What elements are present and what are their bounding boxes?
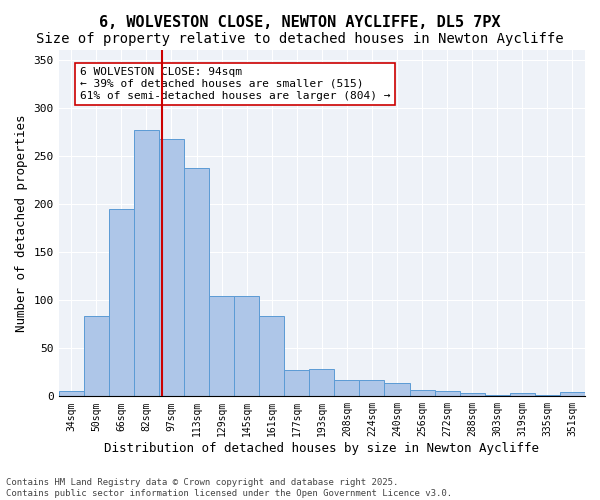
Bar [359,380,385,396]
X-axis label: Distribution of detached houses by size in Newton Aycliffe: Distribution of detached houses by size … [104,442,539,455]
Bar [284,370,310,396]
Text: Size of property relative to detached houses in Newton Aycliffe: Size of property relative to detached ho… [36,32,564,46]
Bar [510,394,535,396]
Bar [385,383,410,396]
Text: Contains HM Land Registry data © Crown copyright and database right 2025.
Contai: Contains HM Land Registry data © Crown c… [6,478,452,498]
Bar [209,296,234,396]
Bar [134,130,159,396]
Text: 6 WOLVESTON CLOSE: 94sqm
← 39% of detached houses are smaller (515)
61% of semi-: 6 WOLVESTON CLOSE: 94sqm ← 39% of detach… [80,68,390,100]
Y-axis label: Number of detached properties: Number of detached properties [15,114,28,332]
Bar [460,394,485,396]
Bar [334,380,359,396]
Bar [434,390,460,396]
Bar [560,392,585,396]
Text: 6, WOLVESTON CLOSE, NEWTON AYCLIFFE, DL5 7PX: 6, WOLVESTON CLOSE, NEWTON AYCLIFFE, DL5… [99,15,501,30]
Bar [184,168,209,396]
Bar [259,316,284,396]
Bar [410,390,434,396]
Bar [234,296,259,396]
Bar [84,316,109,396]
Bar [109,208,134,396]
Bar [59,390,84,396]
Bar [310,370,334,396]
Bar [159,138,184,396]
